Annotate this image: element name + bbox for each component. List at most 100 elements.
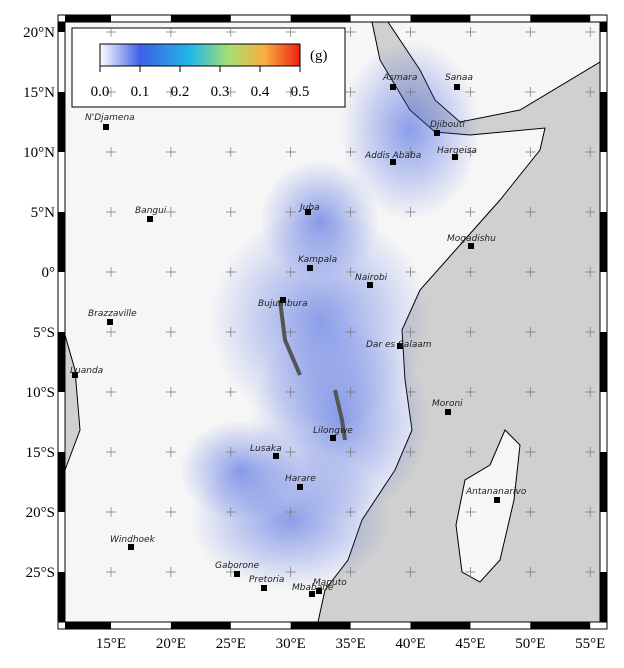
graticule-cross [165, 147, 176, 157]
graticule-cross [585, 507, 596, 517]
graticule-cross [525, 567, 536, 577]
graticule-cross [405, 447, 416, 457]
lat-label: 15°N [23, 85, 55, 101]
city-label: Dar es Salaam [366, 340, 432, 350]
graticule-cross [465, 507, 476, 517]
graticule-cross [345, 207, 356, 217]
frame-strip [65, 622, 111, 629]
city-marker [445, 409, 451, 415]
frame-strip [58, 572, 65, 622]
city-label: Harare [285, 474, 316, 484]
city-label: Moroni [432, 399, 463, 409]
graticule-cross [405, 387, 416, 397]
graticule-cross [405, 267, 416, 277]
city-label: Kampala [298, 255, 337, 265]
graticule-cross [405, 507, 416, 517]
frame-strip [58, 332, 65, 392]
graticule-cross [106, 507, 116, 517]
graticule-cross [285, 387, 296, 397]
graticule-cross [165, 87, 176, 97]
colorbar-label: 0.4 [251, 84, 270, 100]
city-label: Lilongwe [313, 426, 353, 436]
city-marker [107, 319, 113, 325]
city-marker [494, 497, 500, 503]
city-label: Luanda [70, 366, 103, 376]
graticule-cross [345, 567, 356, 577]
graticule-cross [285, 87, 296, 97]
graticule-cross [165, 27, 176, 37]
lon-label: 25°E [216, 636, 246, 652]
graticule-cross [165, 327, 176, 337]
city-marker [261, 585, 267, 591]
city-marker [147, 216, 153, 222]
graticule-cross [465, 207, 476, 217]
graticule-cross [285, 267, 296, 277]
city-marker [128, 544, 134, 550]
graticule-cross [465, 447, 476, 457]
city-marker [309, 591, 315, 597]
graticule-cross [106, 447, 116, 457]
city-label: Juba [298, 203, 320, 213]
lat-label: 10°S [26, 385, 55, 401]
city-label: Gaborone [215, 561, 260, 571]
graticule-cross [225, 327, 236, 337]
frame-strip [58, 22, 65, 32]
city-marker [297, 484, 303, 490]
graticule-cross [285, 27, 296, 37]
lat-label: 5°N [31, 205, 55, 221]
map-area [65, 22, 600, 622]
graticule-cross [465, 387, 476, 397]
city-marker [397, 343, 403, 349]
lon-label: 45°E [455, 636, 485, 652]
graticule-cross [106, 147, 116, 157]
city-label: Mbabane [292, 583, 334, 593]
frame-strip [58, 452, 65, 512]
frame-strip [600, 572, 607, 622]
city-marker [330, 435, 336, 441]
city-marker [316, 588, 322, 594]
city-label: Bujumbura [258, 299, 307, 309]
city-label: Bangui [135, 206, 167, 216]
graticule-cross [585, 387, 596, 397]
graticule-cross [285, 327, 296, 337]
graticule-cross [106, 27, 116, 37]
graticule-cross [345, 327, 356, 337]
graticule-cross [345, 507, 356, 517]
frame-strip [290, 622, 351, 629]
graticule-cross [285, 507, 296, 517]
graticule-cross [106, 327, 116, 337]
graticule-cross [465, 267, 476, 277]
city-marker [390, 159, 396, 165]
lat-label: 5°S [33, 325, 55, 341]
city-marker [103, 124, 109, 130]
graticule-cross [465, 27, 476, 37]
frame-strip [530, 15, 591, 22]
city-marker [390, 84, 396, 90]
graticule-cross [285, 447, 296, 457]
graticule-cross [585, 207, 596, 217]
graticule-cross [225, 447, 236, 457]
graticule-cross [165, 447, 176, 457]
graticule-cross [225, 507, 236, 517]
rift-lakes [278, 299, 347, 441]
lat-label: 20°S [26, 505, 55, 521]
graticule-cross [285, 567, 296, 577]
colorbar-label: 0.5 [291, 84, 310, 100]
frame-strip [600, 22, 607, 32]
graticule-cross [225, 87, 236, 97]
lat-label: 25°S [26, 565, 55, 581]
city-marker [305, 209, 311, 215]
frame-strip [410, 15, 471, 22]
lon-label: 30°E [276, 636, 306, 652]
city-marker [434, 130, 440, 136]
lon-label: 50°E [515, 636, 545, 652]
city-label: Djibouti [430, 120, 465, 130]
graticule-cross [585, 267, 596, 277]
city-label: Sanaa [445, 73, 473, 83]
graticule-cross [525, 27, 536, 37]
frame-strip [600, 212, 607, 272]
graticule-cross [345, 267, 356, 277]
city-label: Addis Ababa [364, 151, 421, 161]
graticule-cross [405, 567, 416, 577]
graticule-cross [345, 447, 356, 457]
